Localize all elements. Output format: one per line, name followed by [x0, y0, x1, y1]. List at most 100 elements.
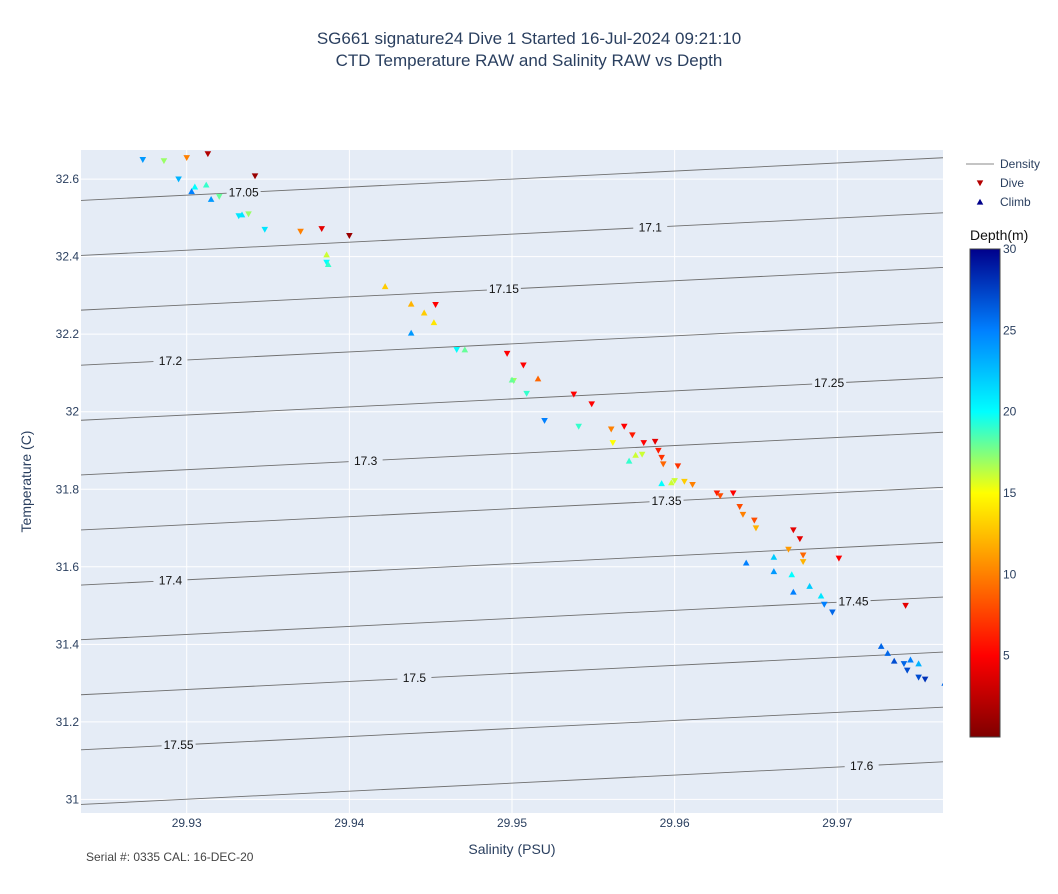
- dive-point: [674, 463, 682, 470]
- colorbar-tick-label: 5: [1003, 649, 1010, 663]
- y-tick-label: 32.4: [56, 250, 80, 264]
- dive-point: [297, 228, 304, 235]
- dive-point: [736, 504, 743, 511]
- dive-point: [629, 432, 636, 439]
- climb-point: [407, 329, 415, 336]
- climb-point: [668, 479, 675, 486]
- climb-point: [207, 195, 215, 202]
- dive-point: [820, 601, 828, 608]
- climb-point: [202, 181, 210, 188]
- density-contour-label: 17.45: [839, 594, 869, 608]
- colorbar-gradient: [969, 248, 1001, 738]
- dive-point: [541, 417, 548, 424]
- climb-point: [323, 251, 330, 258]
- climb-point: [407, 300, 415, 307]
- density-contour-line: [382, 431, 943, 461]
- climb-point: [430, 319, 438, 326]
- dive-point: [716, 493, 724, 500]
- dive-point: [432, 302, 439, 308]
- legend-label: Dive: [1000, 176, 1024, 190]
- dive-point: [681, 478, 688, 485]
- chart-title: SG661 signature24 Dive 1 Started 16-Jul-…: [316, 29, 742, 48]
- dive-point: [902, 602, 909, 609]
- legend-label: Climb: [1000, 195, 1031, 209]
- climb-point: [806, 582, 813, 589]
- climb-point: [324, 261, 332, 268]
- climb-point: [191, 183, 199, 190]
- density-contour-line: [187, 541, 943, 581]
- density-contour-line: [520, 267, 943, 289]
- colorbar-tick-label: 15: [1003, 486, 1017, 500]
- density-contour-line: [260, 157, 943, 192]
- climb-point: [788, 571, 796, 578]
- legend-dive-marker: [976, 180, 984, 187]
- dive-point: [346, 233, 353, 239]
- climb-point: [770, 568, 778, 575]
- dive-point: [245, 211, 252, 218]
- climb-point: [238, 211, 246, 218]
- legend[interactable]: Density Dive Climb: [966, 157, 1040, 209]
- climb-point: [742, 559, 750, 566]
- dive-point: [453, 347, 461, 353]
- dive-point: [503, 350, 511, 357]
- x-tick-label: 29.96: [660, 816, 690, 830]
- colorbar-tick-label: 10: [1003, 567, 1017, 581]
- density-contours: 17.05 17.1 17.15 17.2 17.25 17.3 17.35 17.4 17.4…: [81, 157, 943, 805]
- x-tick-label: 29.95: [497, 816, 527, 830]
- x-tick-label: 29.97: [822, 816, 852, 830]
- density-contour-line: [870, 596, 943, 602]
- climb-point: [461, 346, 469, 353]
- y-tick-label: 31: [66, 792, 80, 806]
- dive-point: [739, 511, 747, 518]
- grid-lines: [81, 150, 943, 813]
- dive-point: [175, 176, 182, 183]
- climb-point: [915, 660, 922, 667]
- chart-title-block: SG661 signature24 Dive 1 Started 16-Jul-…: [0, 28, 1058, 72]
- density-contour-label: 17.2: [159, 354, 183, 368]
- density-contour-line: [81, 289, 487, 311]
- dive-point: [671, 478, 678, 485]
- density-contour-line: [81, 361, 154, 366]
- dive-point: [183, 155, 191, 162]
- dive-point: [751, 517, 758, 524]
- dive-point: [799, 559, 807, 566]
- dive-point: [609, 440, 617, 447]
- density-contour-label: 17.05: [229, 185, 259, 199]
- y-tick-label: 31.2: [56, 715, 80, 729]
- legend-climb-marker: [976, 198, 984, 205]
- density-contour-line: [187, 322, 943, 361]
- density-contour-label: 17.55: [164, 738, 194, 752]
- climb-point: [884, 649, 892, 656]
- y-tick-label: 31.8: [56, 482, 80, 496]
- dive-point: [318, 226, 326, 233]
- chart-subtitle: CTD Temperature RAW and Salinity RAW vs …: [335, 51, 723, 70]
- serial-cal-note: Serial #: 0335 CAL: 16-DEC-20: [86, 850, 254, 864]
- dive-point: [523, 390, 530, 397]
- y-tick-label: 32.6: [56, 172, 80, 186]
- dive-point: [655, 447, 662, 454]
- density-contour-label: 17.35: [651, 494, 681, 508]
- legend-label: Density: [1000, 157, 1040, 171]
- y-tick-label: 32: [66, 405, 80, 419]
- dive-point: [915, 674, 922, 681]
- dive-point: [520, 362, 527, 369]
- dive-point: [796, 536, 804, 543]
- climb-point: [188, 188, 195, 195]
- dive-point: [829, 609, 836, 616]
- climb-point: [817, 592, 825, 599]
- dive-point: [799, 552, 807, 559]
- dive-point: [570, 391, 578, 398]
- dive-point: [659, 461, 667, 468]
- density-contour-label: 17.6: [850, 759, 874, 773]
- climb-point: [770, 553, 778, 560]
- density-contour-label: 17.1: [639, 220, 663, 234]
- dive-point: [204, 151, 212, 158]
- dive-point: [835, 555, 843, 562]
- density-contour-line: [81, 580, 154, 586]
- density-contour-label: 17.25: [814, 376, 844, 390]
- density-contour-label: 17.5: [403, 671, 427, 685]
- density-contour-line: [667, 212, 943, 227]
- climb-point: [877, 642, 885, 649]
- dive-point: [921, 676, 929, 683]
